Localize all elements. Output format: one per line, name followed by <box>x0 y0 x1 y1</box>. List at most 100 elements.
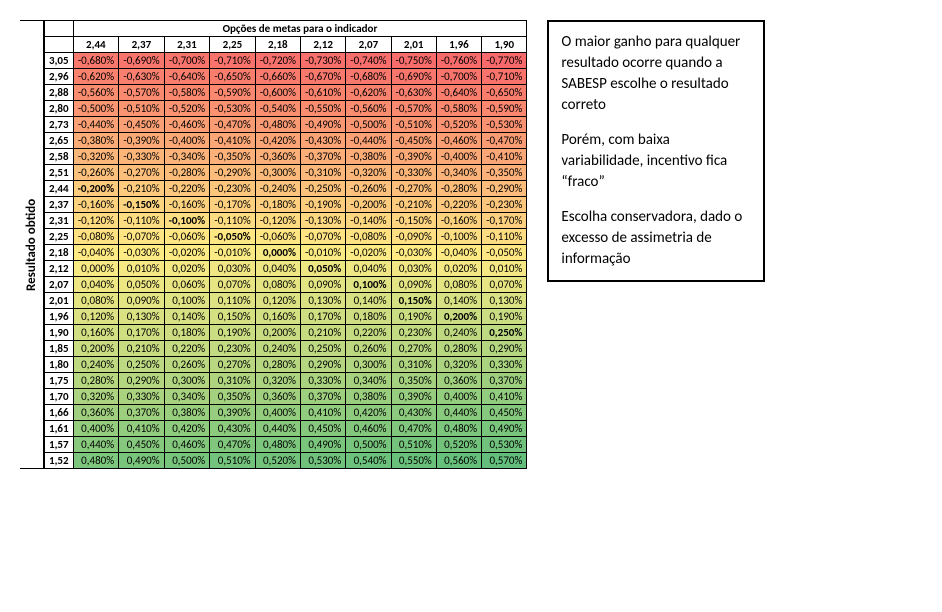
heatmap-cell: -0,280% <box>164 165 210 181</box>
heatmap-cell: 0,280% <box>73 373 119 389</box>
heatmap-cell: -0,510% <box>391 117 436 133</box>
heatmap-cell: -0,070% <box>119 229 165 245</box>
heatmap-cell: 0,090% <box>119 293 165 309</box>
heatmap-cell: 0,370% <box>482 373 527 389</box>
heatmap-cell: -0,670% <box>300 69 345 85</box>
table-row: 1,570,440%0,450%0,460%0,470%0,480%0,490%… <box>45 437 527 453</box>
col-axis-title: Opções de metas para o indicador <box>73 21 527 37</box>
heatmap-cell: 0,520% <box>436 437 481 453</box>
heatmap-cell: 0,080% <box>255 277 300 293</box>
heatmap-cell: 0,190% <box>482 309 527 325</box>
heatmap-cell: -0,540% <box>255 101 300 117</box>
heatmap-cell: 0,110% <box>210 293 256 309</box>
heatmap-cell: 0,410% <box>119 421 165 437</box>
row-header: 1,52 <box>45 453 74 469</box>
row-header: 2,18 <box>45 245 74 261</box>
heatmap-cell: 0,290% <box>482 341 527 357</box>
heatmap-cell: -0,020% <box>164 245 210 261</box>
heatmap-cell: 0,250% <box>300 341 345 357</box>
heatmap-cell: -0,120% <box>73 213 119 229</box>
heatmap-cell: -0,450% <box>119 117 165 133</box>
heatmap-cell: 0,430% <box>391 405 436 421</box>
row-header: 2,73 <box>45 117 74 133</box>
heatmap-cell: -0,200% <box>346 197 391 213</box>
heatmap-cell: 0,160% <box>73 325 119 341</box>
heatmap-cell: -0,330% <box>119 149 165 165</box>
heatmap-cell: 0,280% <box>436 341 481 357</box>
heatmap-cell: -0,750% <box>391 53 436 69</box>
heatmap-cell: 0,210% <box>300 325 345 341</box>
heatmap-cell: -0,470% <box>210 117 256 133</box>
table-row: 2,37-0,160%-0,150%-0,160%-0,170%-0,180%-… <box>45 197 527 213</box>
row-header: 3,05 <box>45 53 74 69</box>
heatmap-cell: -0,090% <box>391 229 436 245</box>
side-commentary-box: O maior ganho para qualquer resultado oc… <box>547 20 765 282</box>
heatmap-cell: -0,240% <box>255 181 300 197</box>
table-row: 1,610,400%0,410%0,420%0,430%0,440%0,450%… <box>45 421 527 437</box>
heatmap-cell: -0,220% <box>164 181 210 197</box>
heatmap-cell: 0,330% <box>119 389 165 405</box>
heatmap-cell: -0,030% <box>119 245 165 261</box>
heatmap-cell: 0,220% <box>164 341 210 357</box>
heatmap-cell: -0,170% <box>210 197 256 213</box>
row-header: 2,88 <box>45 85 74 101</box>
heatmap-cell: 0,420% <box>164 421 210 437</box>
table-row: 1,750,280%0,290%0,300%0,310%0,320%0,330%… <box>45 373 527 389</box>
heatmap-cell: -0,700% <box>436 69 481 85</box>
heatmap-cell: -0,160% <box>436 213 481 229</box>
heatmap-cell: 0,030% <box>391 261 436 277</box>
row-header: 1,61 <box>45 421 74 437</box>
col-header: 2,37 <box>119 37 165 53</box>
heatmap-cell: -0,200% <box>73 181 119 197</box>
table-row: 2,18-0,040%-0,030%-0,020%-0,010%0,000%-0… <box>45 245 527 261</box>
heatmap-cell: -0,530% <box>210 101 256 117</box>
heatmap-cell: -0,380% <box>346 149 391 165</box>
heatmap-cell: -0,520% <box>164 101 210 117</box>
heatmap-cell: -0,690% <box>119 53 165 69</box>
heatmap-cell: -0,280% <box>436 181 481 197</box>
heatmap-cell: -0,720% <box>255 53 300 69</box>
heatmap-cell: -0,460% <box>436 133 481 149</box>
heatmap-cell: 0,040% <box>255 261 300 277</box>
heatmap-cell: 0,250% <box>482 325 527 341</box>
heatmap-cell: 0,410% <box>482 389 527 405</box>
row-header: 1,90 <box>45 325 74 341</box>
heatmap-cell: -0,610% <box>300 85 345 101</box>
heatmap-cell: -0,250% <box>300 181 345 197</box>
heatmap-cell: -0,660% <box>255 69 300 85</box>
heatmap-cell: -0,440% <box>346 133 391 149</box>
heatmap-cell: -0,110% <box>482 229 527 245</box>
col-header: 1,96 <box>436 37 481 53</box>
heatmap-cell: -0,630% <box>119 69 165 85</box>
heatmap-cell: 0,180% <box>164 325 210 341</box>
heatmap-cell: 0,000% <box>255 245 300 261</box>
heatmap-cell: 0,080% <box>73 293 119 309</box>
heatmap-cell: -0,440% <box>73 117 119 133</box>
col-header: 1,90 <box>482 37 527 53</box>
heatmap-cell: 0,100% <box>164 293 210 309</box>
heatmap-cell: -0,040% <box>73 245 119 261</box>
heatmap-cell: -0,330% <box>391 165 436 181</box>
heatmap-cell: 0,020% <box>436 261 481 277</box>
heatmap-cell: -0,110% <box>119 213 165 229</box>
heatmap-cell: 0,130% <box>119 309 165 325</box>
heatmap-cell: -0,300% <box>255 165 300 181</box>
heatmap-cell: -0,390% <box>391 149 436 165</box>
heatmap-cell: -0,410% <box>482 149 527 165</box>
heatmap-cell: -0,570% <box>119 85 165 101</box>
col-header: 2,31 <box>164 37 210 53</box>
heatmap-cell: 0,490% <box>482 421 527 437</box>
heatmap-cell: -0,360% <box>255 149 300 165</box>
heatmap-cell: -0,160% <box>164 197 210 213</box>
heatmap-cell: 0,130% <box>482 293 527 309</box>
heatmap-cell: 0,170% <box>300 309 345 325</box>
heatmap-cell: 0,470% <box>210 437 256 453</box>
heatmap-cell: 0,190% <box>391 309 436 325</box>
page-container: Resultado obtido Opções de metas para o … <box>20 20 922 469</box>
heatmap-cell: -0,210% <box>119 181 165 197</box>
heatmap-cell: 0,370% <box>119 405 165 421</box>
table-row: 2,80-0,500%-0,510%-0,520%-0,530%-0,540%-… <box>45 101 527 117</box>
heatmap-cell: 0,510% <box>391 437 436 453</box>
heatmap-cell: -0,080% <box>73 229 119 245</box>
table-row: 2,65-0,380%-0,390%-0,400%-0,410%-0,420%-… <box>45 133 527 149</box>
